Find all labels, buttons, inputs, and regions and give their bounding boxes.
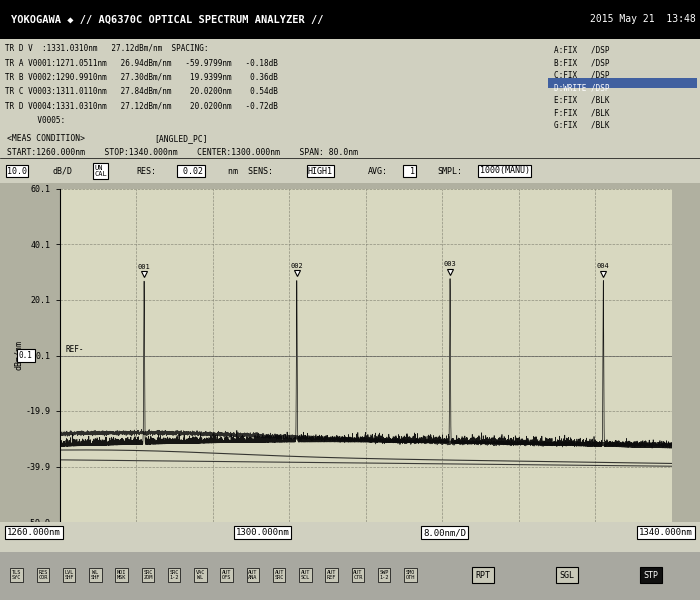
Text: E:FIX   /BLK: E:FIX /BLK [554,96,609,105]
Text: RPT: RPT [475,571,491,580]
Text: STP: STP [643,571,659,580]
Text: 003: 003 [444,262,456,268]
Text: REF-: REF- [66,345,84,354]
Text: SRC
1-2: SRC 1-2 [169,569,178,580]
Y-axis label: dBm/nm: dBm/nm [14,340,22,370]
Text: nm  SENS:: nm SENS: [228,166,272,175]
Text: AUT
CTR: AUT CTR [354,569,363,580]
Text: G:FIX   /BLK: G:FIX /BLK [554,121,609,130]
Text: 0.1: 0.1 [19,351,33,360]
Text: AVG:: AVG: [368,166,388,175]
Text: NOI
MSK: NOI MSK [117,569,126,580]
Text: WL
SHF: WL SHF [91,569,100,580]
Text: 0.02: 0.02 [178,166,204,175]
Text: 1300.000nm: 1300.000nm [236,528,289,537]
Text: HIGH1: HIGH1 [308,166,333,175]
Text: AUT
REF: AUT REF [327,569,336,580]
Text: TR B V0002:1290.9910nm   27.30dBm/nm    19.9399nm    0.36dB: TR B V0002:1290.9910nm 27.30dBm/nm 19.93… [6,73,279,82]
Text: AUT
SRC: AUT SRC [274,569,284,580]
Text: TR C V0003:1311.0110nm   27.84dBm/nm    20.0200nm    0.54dB: TR C V0003:1311.0110nm 27.84dBm/nm 20.02… [6,87,279,96]
Text: 004: 004 [597,263,610,269]
Text: 1: 1 [405,166,414,175]
Text: B:FIX   /DSP: B:FIX /DSP [554,58,609,67]
Text: SMPL:: SMPL: [438,166,463,175]
Text: LVL
SHF: LVL SHF [64,569,74,580]
Text: 2015 May 21  13:48: 2015 May 21 13:48 [589,14,695,25]
Text: 1260.000nm: 1260.000nm [7,528,61,537]
Text: TR D V0004:1331.0310nm   27.12dBm/nm    20.0200nm   -0.72dB: TR D V0004:1331.0310nm 27.12dBm/nm 20.02… [6,101,279,110]
Text: 1000(MANU): 1000(MANU) [480,166,529,175]
Text: 001: 001 [138,264,150,270]
Text: V0005:: V0005: [6,116,66,125]
Text: [ANGLED_PC]: [ANGLED_PC] [154,134,208,143]
Text: 10.0: 10.0 [7,166,27,175]
Text: YOKOGAWA ◆ // AQ6370C OPTICAL SPECTRUM ANALYZER //: YOKOGAWA ◆ // AQ6370C OPTICAL SPECTRUM A… [11,14,323,25]
Text: RES:: RES: [136,166,157,175]
Text: 8.00nm/D: 8.00nm/D [423,528,466,537]
Text: dB/D: dB/D [52,166,73,175]
Text: A:FIX   /DSP: A:FIX /DSP [554,46,609,55]
Text: TLS
SYC: TLS SYC [12,569,21,580]
Text: RES
COR: RES COR [38,569,48,580]
Text: UN
CAL: UN CAL [94,164,107,178]
Text: SGL: SGL [559,571,575,580]
Text: SRC
ZOM: SRC ZOM [144,569,153,580]
Text: 1340.000nm: 1340.000nm [639,528,693,537]
Text: AUT
OFS: AUT OFS [222,569,231,580]
Text: AUT
SCL: AUT SCL [301,569,310,580]
FancyBboxPatch shape [547,77,697,88]
Text: F:FIX   /BLK: F:FIX /BLK [554,108,609,117]
Text: SMO
OTH: SMO OTH [406,569,415,580]
Text: START:1260.000nm    STOP:1340.000nm    CENTER:1300.000nm    SPAN: 80.0nm: START:1260.000nm STOP:1340.000nm CENTER:… [7,148,358,157]
Text: VAC
WL: VAC WL [196,569,205,580]
Text: <MEAS CONDITION>: <MEAS CONDITION> [7,134,85,143]
Text: TR D V  :1331.0310nm   27.12dBm/nm  SPACING:: TR D V :1331.0310nm 27.12dBm/nm SPACING: [6,44,209,53]
Text: SWP
1-2: SWP 1-2 [379,569,389,580]
Text: 002: 002 [290,263,303,269]
Text: AUT
ANA: AUT ANA [248,569,258,580]
Text: C:FIX   /DSP: C:FIX /DSP [554,71,609,80]
Text: TR A V0001:1271.0511nm   26.94dBm/nm   -59.9799nm   -0.18dB: TR A V0001:1271.0511nm 26.94dBm/nm -59.9… [6,58,279,67]
Text: D:WRITE /DSP: D:WRITE /DSP [554,83,609,92]
